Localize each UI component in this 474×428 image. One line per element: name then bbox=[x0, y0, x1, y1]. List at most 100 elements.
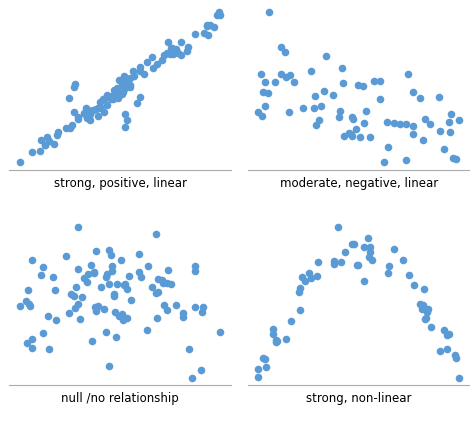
Point bbox=[87, 117, 94, 124]
Point bbox=[92, 308, 100, 315]
Point bbox=[114, 84, 121, 91]
Point bbox=[136, 93, 144, 100]
Point bbox=[100, 96, 108, 103]
Point bbox=[135, 251, 143, 258]
Point bbox=[179, 309, 187, 316]
Point bbox=[160, 52, 168, 59]
Point bbox=[384, 144, 392, 151]
Point bbox=[158, 56, 166, 63]
Point bbox=[360, 243, 368, 250]
Point bbox=[188, 374, 196, 381]
Point bbox=[339, 80, 346, 86]
Point bbox=[456, 116, 463, 123]
Point bbox=[136, 68, 143, 74]
Point bbox=[112, 333, 120, 340]
Point bbox=[213, 12, 221, 18]
Point bbox=[76, 315, 83, 322]
Point bbox=[81, 110, 88, 117]
Point bbox=[153, 290, 160, 297]
Point bbox=[385, 263, 392, 270]
Point bbox=[337, 107, 344, 114]
Point bbox=[85, 113, 92, 119]
Point bbox=[78, 293, 86, 300]
Point bbox=[260, 88, 267, 95]
Point bbox=[123, 116, 131, 123]
Point bbox=[85, 107, 92, 113]
Point bbox=[109, 96, 117, 103]
Point bbox=[424, 306, 432, 313]
Point bbox=[118, 81, 126, 88]
Point bbox=[353, 261, 360, 268]
Point bbox=[161, 302, 168, 309]
Point bbox=[409, 89, 416, 95]
Point bbox=[42, 142, 49, 149]
Point bbox=[272, 337, 280, 344]
Point bbox=[177, 51, 184, 58]
Point bbox=[100, 96, 107, 103]
Point bbox=[445, 330, 453, 337]
Point bbox=[71, 109, 78, 116]
Point bbox=[129, 68, 137, 75]
Point bbox=[149, 64, 156, 71]
Point bbox=[148, 54, 156, 61]
Point bbox=[334, 224, 341, 231]
Point bbox=[164, 39, 172, 45]
Point bbox=[127, 74, 134, 81]
Point bbox=[198, 309, 205, 316]
Point bbox=[360, 277, 368, 284]
Point bbox=[118, 91, 126, 98]
Point bbox=[255, 366, 262, 372]
Point bbox=[317, 103, 324, 110]
Point bbox=[44, 312, 52, 319]
Point bbox=[137, 63, 144, 70]
Point bbox=[271, 78, 279, 85]
Point bbox=[169, 50, 177, 57]
Point bbox=[311, 93, 319, 100]
Point bbox=[108, 92, 116, 99]
Point bbox=[172, 45, 180, 52]
Point bbox=[287, 72, 294, 79]
Point bbox=[258, 113, 266, 120]
Point bbox=[206, 22, 214, 29]
Point bbox=[215, 9, 223, 15]
Point bbox=[37, 271, 45, 278]
Point bbox=[174, 50, 182, 57]
Point bbox=[63, 125, 70, 131]
Point bbox=[273, 339, 280, 346]
Point bbox=[115, 89, 122, 96]
Point bbox=[91, 269, 98, 276]
X-axis label: strong, non-linear: strong, non-linear bbox=[306, 392, 411, 405]
Point bbox=[354, 262, 362, 269]
Point bbox=[28, 336, 36, 343]
Point bbox=[105, 247, 113, 253]
Point bbox=[113, 281, 121, 288]
Point bbox=[107, 96, 115, 103]
Point bbox=[356, 134, 364, 140]
Point bbox=[106, 281, 113, 288]
Point bbox=[125, 273, 133, 279]
Point bbox=[178, 39, 185, 45]
Point bbox=[46, 138, 53, 145]
Point bbox=[92, 248, 100, 255]
Point bbox=[364, 235, 372, 242]
Point bbox=[307, 275, 315, 282]
Point bbox=[404, 71, 411, 78]
Point bbox=[167, 45, 175, 51]
Point bbox=[123, 285, 131, 292]
Point bbox=[191, 268, 199, 274]
Point bbox=[269, 330, 277, 337]
Point bbox=[143, 326, 151, 333]
Point bbox=[443, 332, 450, 339]
Point bbox=[126, 83, 133, 90]
Point bbox=[348, 241, 356, 248]
Point bbox=[359, 82, 367, 89]
Point bbox=[341, 248, 349, 255]
Point bbox=[366, 134, 374, 140]
Point bbox=[296, 306, 304, 313]
Point bbox=[200, 303, 207, 310]
Point bbox=[287, 317, 295, 324]
Point bbox=[265, 9, 273, 15]
Point bbox=[273, 338, 281, 345]
Point bbox=[108, 268, 116, 274]
Point bbox=[50, 141, 58, 148]
